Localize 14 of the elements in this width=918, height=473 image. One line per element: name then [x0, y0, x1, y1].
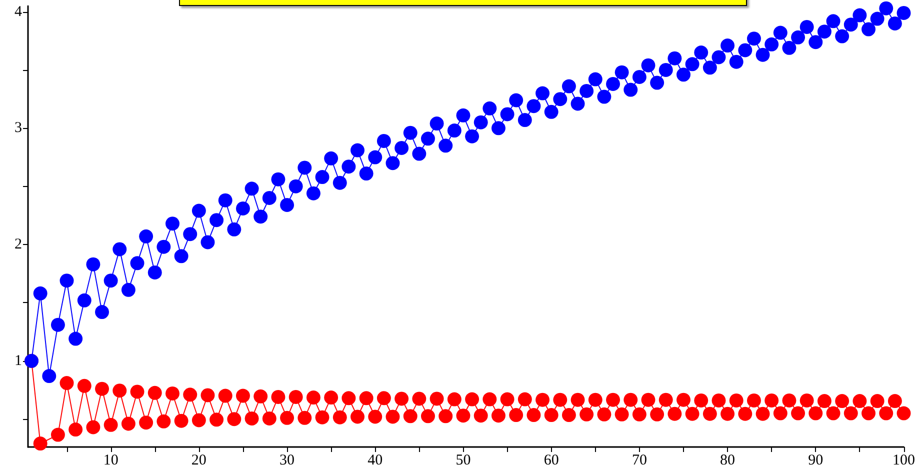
x-tick-label: 90 [808, 452, 824, 468]
x-tick-label: 50 [456, 452, 471, 468]
x-tick-label: 70 [632, 452, 647, 468]
x-tick-label: 20 [191, 452, 206, 468]
y-tick-label: 4 [14, 4, 22, 20]
x-tick-label: 60 [544, 452, 559, 468]
y-tick-label: 3 [14, 120, 22, 136]
x-tick-label: 100 [892, 452, 915, 468]
x-tick-label: 40 [368, 452, 383, 468]
x-tick-label: 80 [720, 452, 736, 468]
y-tick-label: 1 [14, 352, 22, 369]
y-tick-label: 2 [14, 236, 22, 253]
x-tick-label: 10 [103, 452, 118, 468]
x-tick-label: 30 [280, 452, 295, 468]
